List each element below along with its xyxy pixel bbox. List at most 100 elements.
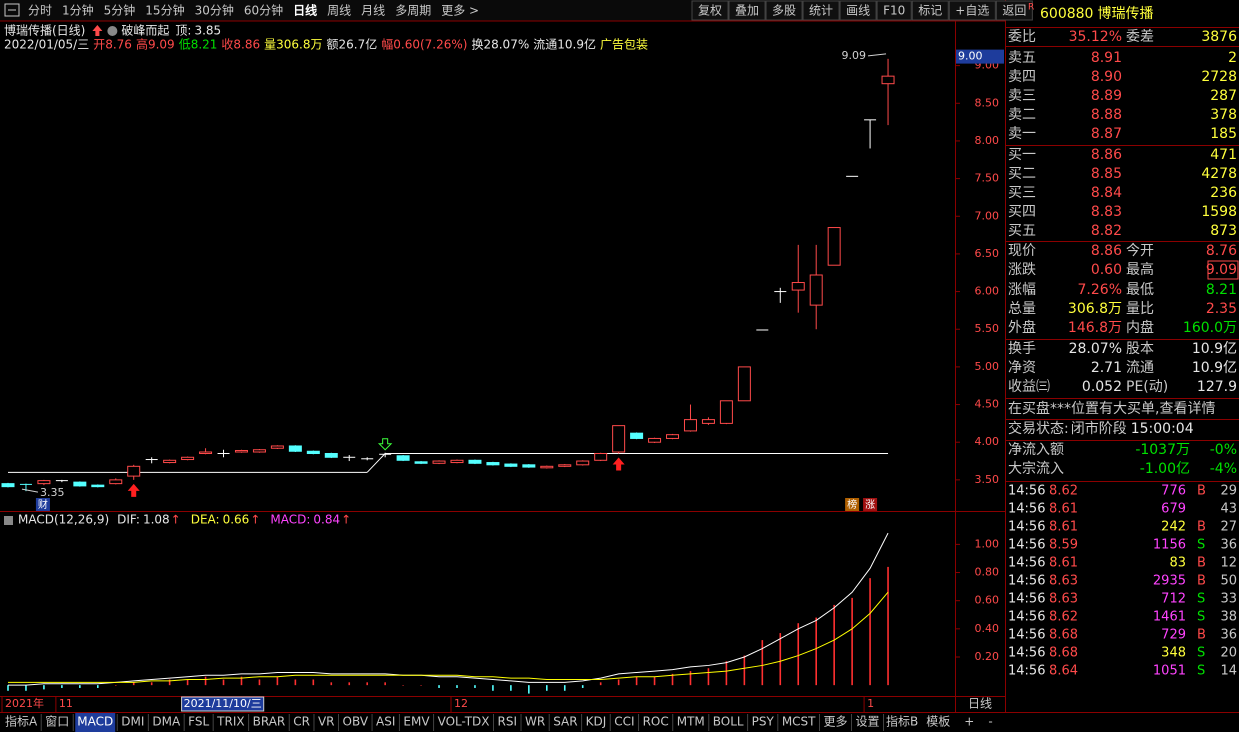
toolbar-button-label[interactable]: 返回 (1002, 4, 1026, 18)
quote-label: 委差 (1126, 29, 1154, 45)
toolbar-button-label[interactable]: 多股 (772, 4, 796, 18)
tick-side: S (1197, 664, 1205, 679)
quote-label: PE(动) (1126, 379, 1168, 395)
period-tab[interactable]: 5分钟 (104, 3, 136, 18)
toolbar-button-label[interactable]: +自选 (955, 4, 989, 18)
indicator-tab[interactable]: VR (318, 715, 335, 729)
panel-tab[interactable]: + (964, 715, 974, 729)
macd-bar (779, 633, 782, 686)
y-tick-label: 8.50 (975, 96, 1000, 109)
indicator-tab[interactable]: VOL-TDX (438, 715, 490, 729)
menu-icon[interactable] (4, 3, 20, 17)
period-tab[interactable]: 周线 (327, 4, 351, 18)
indicator-tab[interactable]: 更多 (824, 715, 848, 729)
indicator-tab[interactable]: BOLL (713, 715, 744, 729)
y-tick-label: 6.50 (975, 247, 1000, 260)
y-tick-label: 7.00 (975, 209, 1000, 222)
tick-time: 14:56 (1008, 628, 1045, 643)
indicator-tab[interactable]: MTM (677, 715, 705, 729)
period-tab[interactable]: 15分钟 (145, 3, 184, 18)
macd-bar (456, 685, 458, 688)
period-tab[interactable]: 日线 (293, 3, 317, 18)
indicator-tab[interactable]: 指标A (5, 714, 38, 729)
active-tab[interactable] (75, 713, 116, 732)
tick-price: 8.61 (1049, 556, 1078, 571)
book-price: 8.86 (1091, 147, 1122, 163)
macd-bar (833, 604, 835, 686)
period-tab[interactable]: 30分钟 (195, 3, 234, 18)
quote-value: 127.9 (1197, 379, 1237, 395)
period-tab[interactable]: 分时 (28, 4, 52, 18)
tick-count: 14 (1220, 664, 1237, 679)
quote-value: 10.9亿 (1192, 360, 1237, 376)
indicator-tab[interactable]: PSY (752, 715, 775, 729)
stock-code: 600880 (1040, 6, 1093, 22)
indicator-tab[interactable]: WR (525, 715, 545, 729)
indicator-tab[interactable]: BRAR (253, 715, 286, 729)
quote-badge: R (1028, 3, 1034, 13)
indicator-tab[interactable]: FSL (188, 715, 209, 729)
quote-info: 广告包装 (600, 38, 648, 52)
chart-title: 博瑞传播(日线) (4, 23, 85, 38)
tick-price: 8.62 (1049, 610, 1078, 625)
period-tab[interactable]: 60分钟 (244, 3, 283, 18)
indicator-tab[interactable]: 窗口 (45, 715, 69, 729)
indicator-tab[interactable]: DMI (121, 715, 144, 729)
indicator-tab[interactable]: CCI (614, 715, 634, 729)
candle-body (468, 459, 482, 464)
panel-tab[interactable]: 指标B (886, 714, 918, 729)
indicator-tab[interactable]: 设置 (856, 715, 880, 729)
tick-price: 8.63 (1049, 574, 1078, 589)
toolbar-button[interactable] (948, 0, 996, 21)
toolbar-button[interactable] (765, 0, 803, 21)
toolbar-button[interactable] (691, 0, 729, 21)
indicator-tab[interactable]: TRIX (216, 715, 244, 729)
indicator-tab[interactable]: KDJ (586, 715, 607, 729)
toolbar-button[interactable] (802, 0, 840, 21)
notice[interactable]: 在买盘***位置有大买单,查看详情 (1008, 400, 1215, 417)
toolbar-button-label[interactable]: 复权 (698, 4, 722, 18)
indicator-tab[interactable]: EMV (403, 715, 430, 729)
toolbar-button[interactable] (911, 0, 949, 21)
macd-bar (689, 671, 692, 686)
toolbar-button-label[interactable]: 统计 (809, 4, 833, 18)
tick-time: 14:56 (1008, 556, 1045, 571)
book-label: 卖三 (1008, 88, 1036, 104)
candle-body (827, 227, 841, 266)
candle-body (701, 419, 715, 424)
period-tab[interactable]: 多周期 (395, 4, 431, 18)
tick-volume: 1461 (1153, 610, 1186, 625)
indicator-tab[interactable]: CR (293, 715, 310, 729)
panel-tab[interactable]: - (988, 715, 992, 729)
toolbar-button-label[interactable]: 标记 (918, 4, 942, 18)
toolbar-button[interactable] (876, 0, 912, 21)
toolbar-button[interactable] (728, 0, 766, 21)
indicator-tab[interactable]: MACD (77, 715, 113, 729)
badge-label: 财 (38, 498, 48, 511)
flow-label: 净流入额 (1008, 442, 1064, 458)
toolbar-button-label[interactable]: 叠加 (735, 4, 759, 18)
indicator-tab[interactable]: ROC (643, 715, 669, 729)
toolbar-button[interactable] (995, 0, 1033, 21)
toolbar-button-label[interactable]: 画线 (846, 4, 870, 18)
indicator-tab[interactable]: DMA (152, 715, 181, 729)
tick-volume: 2935 (1153, 574, 1186, 589)
indicator-tab[interactable]: MCST (782, 715, 816, 729)
panel-tab[interactable]: 模板 (926, 715, 950, 729)
indicator-tab[interactable]: RSI (498, 715, 518, 729)
indicator-tab[interactable]: OBV (343, 715, 369, 729)
toolbar-button[interactable] (839, 0, 877, 21)
toolbar-button-label[interactable]: F10 (883, 4, 905, 18)
period-tab[interactable]: 更多 > (441, 4, 479, 18)
quote-value: 10.9亿 (1192, 341, 1237, 357)
candle-body (1, 483, 15, 488)
quote-info: 流通10.9亿 (533, 37, 596, 52)
indicator-tab[interactable]: ASI (376, 715, 395, 729)
y-tick-label: 0.60 (975, 594, 1000, 607)
period-tab[interactable]: 1分钟 (62, 3, 94, 18)
quote-label: 量比 (1126, 301, 1154, 317)
macd-bar (851, 597, 853, 686)
period-tab[interactable]: 月线 (361, 4, 385, 18)
indicator-tab[interactable]: SAR (553, 715, 577, 729)
